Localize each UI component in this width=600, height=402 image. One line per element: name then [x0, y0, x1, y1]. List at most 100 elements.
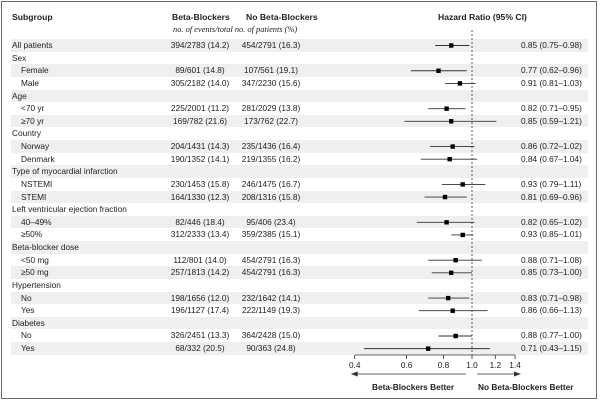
hazard-ratio-point — [460, 182, 465, 187]
subgroup-label: Denmark — [21, 153, 55, 164]
subgroup-label: Yes — [21, 305, 35, 316]
x-tick-label: 0.4 — [349, 360, 361, 370]
subgroup-label: No — [21, 292, 32, 303]
hazard-ratio-text: 0.77 (0.62–0.96) — [521, 65, 582, 76]
row-stripe — [11, 241, 588, 254]
header-beta-blockers: Beta-Blockers — [172, 12, 230, 22]
subgroup-label: ≥50% — [21, 229, 43, 240]
no-beta-blockers-value: 246/1475 (16.7) — [241, 178, 301, 189]
x-tick-label: 0.8 — [438, 360, 450, 370]
hazard-ratio-point — [453, 258, 458, 263]
beta-blockers-value: 230/1453 (15.8) — [170, 178, 230, 189]
subgroup-label: ≥70 yr — [21, 115, 44, 126]
hazard-ratio-text: 0.82 (0.65–1.02) — [521, 216, 582, 227]
hazard-ratio-point — [450, 144, 455, 149]
no-beta-blockers-value: 173/762 (22.7) — [244, 115, 298, 126]
beta-blockers-value: 394/2783 (14.2) — [170, 40, 230, 50]
hazard-ratio-point — [448, 43, 454, 48]
hazard-ratio-point — [450, 308, 455, 313]
category-label: Left ventricular ejection fraction — [12, 204, 127, 215]
row-stripe — [11, 39, 588, 52]
row-stripe — [11, 64, 588, 77]
beta-blockers-value: 112/801 (14.0) — [173, 254, 227, 265]
subgroup-label: NSTEMI — [21, 178, 53, 189]
hazard-ratio-text: 0.85 (0.73–1.00) — [521, 267, 582, 278]
beta-blockers-value: 164/1330 (12.3) — [170, 191, 230, 202]
hazard-ratio-text: 0.93 (0.79–1.11) — [521, 178, 582, 189]
hazard-ratio-point — [442, 194, 448, 200]
beta-blockers-value: 68/332 (20.5) — [175, 343, 225, 354]
category-label: Type of myocardial infarction — [12, 166, 118, 177]
x-tick-label: 1.0 — [466, 360, 478, 370]
beta-blockers-value: 82/446 (18.4) — [175, 216, 225, 227]
category-label: Sex — [12, 52, 27, 63]
hazard-ratio-point — [460, 232, 465, 238]
header-subtitle: no. of events/total no. of patients (%) — [173, 25, 298, 34]
beta-blockers-value: 89/601 (14.8) — [175, 65, 225, 76]
x-tick-label: 0.6 — [401, 360, 413, 370]
hazard-ratio-text: 0.85 (0.59–1.21) — [521, 115, 582, 126]
subgroup-label: <50 mg — [21, 254, 49, 265]
left-direction-label: Beta-Blockers Better — [372, 382, 455, 392]
beta-blockers-value: 204/1431 (14.3) — [170, 141, 230, 152]
hazard-ratio-point — [447, 156, 452, 162]
row-stripe — [11, 140, 588, 153]
no-beta-blockers-value: 364/2428 (15.0) — [241, 330, 301, 341]
beta-blockers-value: 257/1813 (14.2) — [170, 267, 230, 278]
hazard-ratio-text: 0.86 (0.72–1.02) — [521, 141, 582, 152]
row-stripe — [11, 291, 588, 305]
no-beta-blockers-value: 347/2230 (15.6) — [241, 77, 301, 88]
beta-blockers-value: 196/1127 (17.4) — [171, 305, 229, 316]
header-subgroup: Subgroup — [12, 12, 53, 22]
no-beta-blockers-value: 95/406 (23.4) — [246, 216, 296, 227]
hazard-ratio-text: 0.88 (0.71–1.08) — [521, 254, 582, 265]
hazard-ratio-point — [445, 295, 451, 301]
beta-blockers-value: 305/2182 (14.0) — [170, 77, 230, 88]
hazard-ratio-text: 0.82 (0.71–0.95) — [521, 103, 582, 114]
beta-blockers-value: 326/2451 (13.3) — [170, 330, 230, 341]
subgroup-label: Norway — [21, 141, 50, 152]
row-stripe — [11, 266, 588, 279]
hazard-ratio-text: 0.83 (0.71–0.98) — [521, 292, 582, 303]
hazard-ratio-point — [448, 270, 454, 276]
header-no-beta-blockers: No Beta-Blockers — [246, 12, 318, 22]
no-beta-blockers-value: 454/2791 (16.3) — [241, 267, 301, 278]
subgroup-label: Male — [21, 77, 39, 88]
row-stripe — [11, 342, 588, 355]
hazard-ratio-text: 0.85 (0.75–0.98) — [521, 40, 582, 50]
beta-blockers-value: 225/2001 (11.2) — [171, 103, 229, 114]
hazard-ratio-text: 0.81 (0.69–0.96) — [521, 191, 582, 202]
hazard-ratio-point — [453, 333, 458, 339]
category-label: Diabetes — [12, 317, 45, 328]
no-beta-blockers-value: 281/2029 (13.8) — [241, 103, 301, 114]
right-arrow-icon — [514, 371, 521, 377]
right-direction-label: No Beta-Blockers Better — [478, 382, 574, 392]
hazard-ratio-text: 0.86 (0.66–1.13) — [521, 305, 582, 316]
no-beta-blockers-value: 219/1355 (16.2) — [241, 153, 301, 164]
category-label: Age — [12, 90, 27, 101]
subgroup-label: Yes — [21, 343, 35, 354]
hazard-ratio-point — [448, 119, 454, 124]
row-stripe — [11, 165, 588, 178]
hazard-ratio-text: 0.93 (0.85–1.01) — [521, 229, 582, 240]
row-stripe — [11, 215, 588, 229]
no-beta-blockers-value: 90/363 (24.8) — [246, 343, 296, 354]
row-stripe — [11, 190, 588, 204]
subgroup-label: ≥50 mg — [21, 267, 49, 278]
row-stripe — [11, 316, 588, 330]
hazard-ratio-text: 0.88 (0.77–1.00) — [521, 330, 582, 341]
beta-blockers-value: 198/1656 (12.0) — [170, 292, 230, 303]
hazard-ratio-point — [444, 220, 449, 225]
subgroup-label: <70 yr — [21, 103, 45, 114]
no-beta-blockers-value: 359/2385 (15.1) — [241, 229, 301, 240]
row-stripe — [11, 89, 588, 103]
no-beta-blockers-value: 454/2791 (16.3) — [241, 254, 301, 265]
subgroup-label: Female — [21, 65, 49, 76]
x-tick-label: 1.2 — [490, 360, 502, 370]
no-beta-blockers-value: 222/1149 (19.3) — [242, 305, 300, 316]
no-beta-blockers-value: 232/1642 (14.1) — [241, 292, 301, 303]
category-label: All patients — [12, 40, 53, 50]
hazard-ratio-text: 0.91 (0.81–1.03) — [521, 77, 582, 88]
